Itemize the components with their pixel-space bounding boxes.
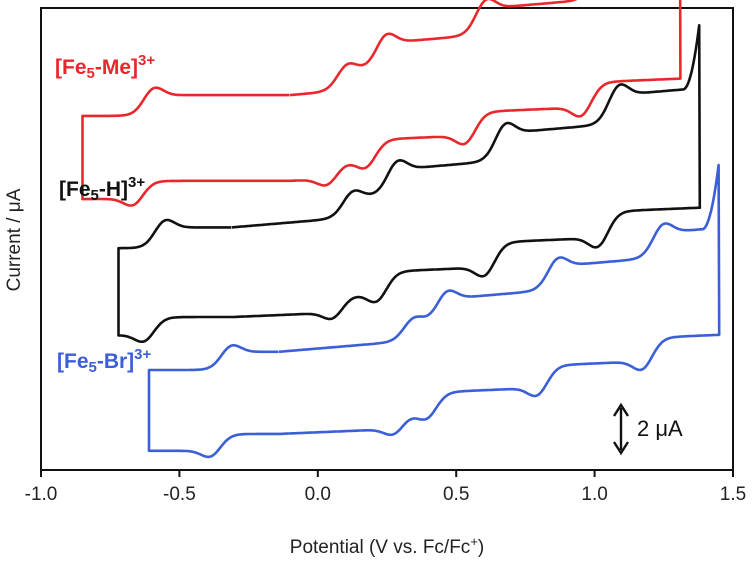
x-tick-label: 0.5	[443, 484, 469, 505]
scale-bar-arrow-up	[612, 402, 630, 417]
x-tick-label: 1.5	[720, 484, 746, 505]
x-axis-ticks: -1.0 -0.5 0.0 0.5 1.0 1.5	[25, 470, 746, 505]
x-tick-label: 0.0	[305, 484, 331, 505]
plot-frame	[40, 7, 734, 471]
y-axis-label: Current / μA	[4, 188, 25, 291]
x-axis-label: Potential (V vs. Fc/Fc+)	[290, 534, 484, 559]
series-labels: [Fe5-Me]3+ [Fe5-H]3+ [Fe5-Br]3+	[55, 52, 155, 376]
series-label: [Fe5-H]3+	[59, 174, 145, 204]
series-label: [Fe5-Br]3+	[57, 346, 152, 376]
scale-bar-label: 2 μA	[637, 416, 683, 441]
cv-series-br	[147, 163, 721, 459]
series-label: [Fe5-Me]3+	[55, 52, 155, 82]
scale-bar: 2 μA	[612, 402, 683, 456]
x-tick-label: 1.0	[581, 484, 607, 505]
cv-curves	[81, 0, 721, 459]
cv-series-h	[117, 24, 702, 343]
x-tick-label: -1.0	[25, 484, 58, 505]
cv-series-me	[81, 0, 682, 207]
scale-bar-arrow-down	[612, 441, 630, 456]
x-tick-label: -0.5	[163, 484, 196, 505]
